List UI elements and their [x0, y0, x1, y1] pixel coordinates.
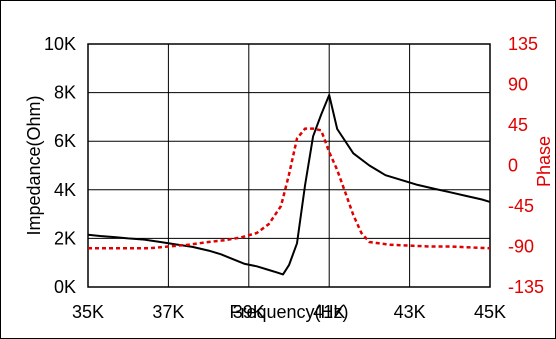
series-layer: [87, 94, 491, 276]
grid: [88, 44, 490, 287]
y2-tick-label: -90: [508, 237, 534, 257]
y-tick-label: 10K: [44, 34, 76, 54]
y2-tick-label: 0: [508, 156, 518, 176]
y-tick-label: 0K: [54, 277, 76, 297]
y2-tick-label: 90: [508, 75, 528, 95]
y2-tick-labels: -135 -90 -45 0 45 90 135: [508, 34, 544, 297]
y2-tick-label: -45: [508, 196, 534, 216]
y-axis-title: Impedance(Ohm): [24, 95, 44, 235]
y-tick-labels: 0K 2K 4K 6K 8K 10K: [44, 34, 76, 297]
x-tick-label: 39K: [233, 302, 265, 322]
y2-tick-label: 45: [508, 115, 528, 135]
x-axis-title: Frequency(Hz): [229, 302, 348, 322]
y2-axis-title: Phase: [534, 136, 554, 187]
y2-tick-label: -135: [508, 277, 544, 297]
x-tick-labels: 35K 37K 39K 41K 43K 45K: [72, 302, 506, 322]
x-tick-label: 45K: [474, 302, 506, 322]
x-tick-label: 43K: [394, 302, 426, 322]
y-tick-label: 8K: [54, 83, 76, 103]
y-tick-label: 6K: [54, 131, 76, 151]
y2-tick-label: 135: [508, 34, 538, 54]
phase-series-line: [88, 127, 491, 250]
y-tick-label: 2K: [54, 228, 76, 248]
impedance-series-line: [87, 94, 491, 276]
x-tick-label: 41K: [313, 302, 345, 322]
y-tick-label: 4K: [54, 180, 76, 200]
x-tick-label: 35K: [72, 302, 104, 322]
plot-area: [87, 43, 491, 288]
x-tick-label: 37K: [152, 302, 184, 322]
